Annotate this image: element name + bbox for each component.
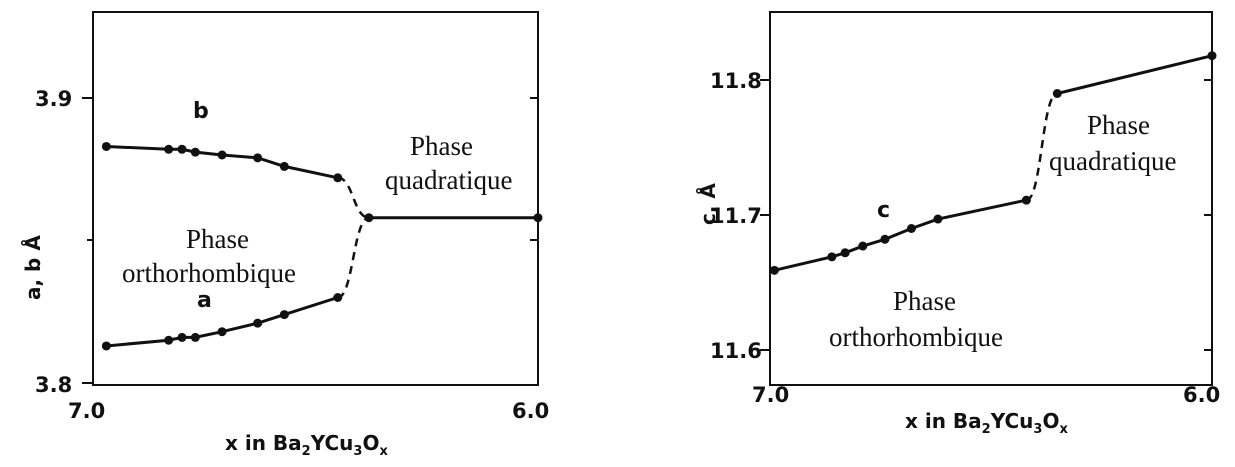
y-tick-label-3.9: 3.9 bbox=[35, 87, 72, 111]
x-tick-label-7.0-right: 7.0 bbox=[752, 383, 789, 407]
data-point-0-1-7 bbox=[333, 293, 343, 302]
data-point-0-1-2 bbox=[177, 332, 187, 342]
annotation-phase-quad-left: Phase bbox=[410, 131, 473, 161]
y-tick-label-11.8: 11.8 bbox=[710, 69, 762, 93]
data-point-0-0-2 bbox=[177, 144, 187, 154]
x-axis-label-right: x in Ba2YCu3Ox bbox=[905, 409, 1068, 437]
y-axis-label-left: a, b Å bbox=[21, 235, 45, 300]
data-point-0-0-1 bbox=[164, 144, 174, 154]
data-point-0-0-0 bbox=[101, 141, 111, 151]
x-tick-label-6.0-right: 6.0 bbox=[1183, 383, 1220, 407]
data-point-0-1-1 bbox=[164, 335, 174, 345]
data-point-0-1-0 bbox=[101, 341, 111, 351]
x-tick-label-7.0: 7.0 bbox=[68, 399, 105, 423]
series-dashed-transition-0-0 bbox=[337, 176, 370, 219]
data-point-0-1-6 bbox=[279, 310, 289, 320]
annotation-phase-quad-right: Phase bbox=[1087, 110, 1150, 140]
data-point-1-0-2 bbox=[840, 248, 850, 258]
y-tick-label-11.7: 11.7 bbox=[710, 204, 762, 228]
data-point-0-0-7 bbox=[333, 173, 343, 183]
chart-marks-right bbox=[769, 51, 1217, 275]
data-point-1-1-1 bbox=[1207, 51, 1217, 61]
annotation-phase-ortho-left: Phase bbox=[186, 224, 249, 254]
data-point-1-0-3 bbox=[858, 241, 868, 251]
series-line-0-1 bbox=[106, 296, 339, 348]
data-point-0-0-5 bbox=[253, 153, 263, 163]
data-point-1-0-5 bbox=[906, 224, 916, 233]
data-point-0-2-1 bbox=[533, 213, 543, 223]
chart-c-lattice: 11.8 11.7 11.6 7.0 6.0 x in Ba2YCu3Ox c,… bbox=[696, 11, 1220, 437]
chart-marks-left bbox=[101, 141, 543, 351]
data-point-0-2-0 bbox=[364, 213, 374, 223]
annotation-orthorhombique-right: orthorhombique bbox=[829, 322, 1003, 352]
annotation-phase-ortho-right: Phase bbox=[893, 286, 956, 316]
data-point-0-0-4 bbox=[217, 150, 227, 160]
annotation-orthorhombique-left: orthorhombique bbox=[122, 258, 296, 288]
data-point-1-0-1 bbox=[827, 252, 837, 262]
data-point-0-0-3 bbox=[190, 147, 200, 157]
y-tick-label-3.8: 3.8 bbox=[35, 373, 72, 397]
annotation-quadratique-left: quadratique bbox=[385, 165, 512, 195]
series-line-1-0 bbox=[774, 198, 1027, 272]
series-line-1-1 bbox=[1056, 54, 1213, 95]
series-label-c: c bbox=[877, 198, 890, 223]
series-dashed-transition-0-1 bbox=[337, 216, 370, 299]
y-tick-label-11.6: 11.6 bbox=[710, 339, 762, 363]
data-point-1-0-7 bbox=[1021, 195, 1031, 205]
data-point-1-0-6 bbox=[933, 214, 943, 224]
series-label-b: b bbox=[193, 99, 209, 124]
x-tick-label-6.0: 6.0 bbox=[512, 399, 549, 423]
data-point-0-1-5 bbox=[253, 318, 263, 328]
data-point-1-0-0 bbox=[769, 265, 779, 275]
data-point-0-1-3 bbox=[190, 332, 200, 342]
x-axis-label-left: x in Ba2YCu3Ox bbox=[225, 431, 388, 459]
chart-a-b-lattice: 3.9 3.8 7.0 6.0 x in Ba2YCu3Ox a, b Å b … bbox=[21, 11, 549, 459]
annotation-quadratique-right: quadratique bbox=[1049, 146, 1176, 176]
series-label-a: a bbox=[197, 288, 212, 313]
y-axis-label-right: c, Å bbox=[696, 183, 720, 225]
data-point-1-1-0 bbox=[1052, 89, 1062, 98]
data-point-0-1-4 bbox=[217, 327, 227, 337]
series-dashed-transition-1-0 bbox=[1025, 92, 1058, 202]
data-point-1-0-4 bbox=[880, 234, 890, 244]
data-point-0-0-6 bbox=[279, 161, 289, 171]
plot-frame-right bbox=[769, 11, 1213, 386]
plot-frame-left bbox=[92, 11, 539, 386]
